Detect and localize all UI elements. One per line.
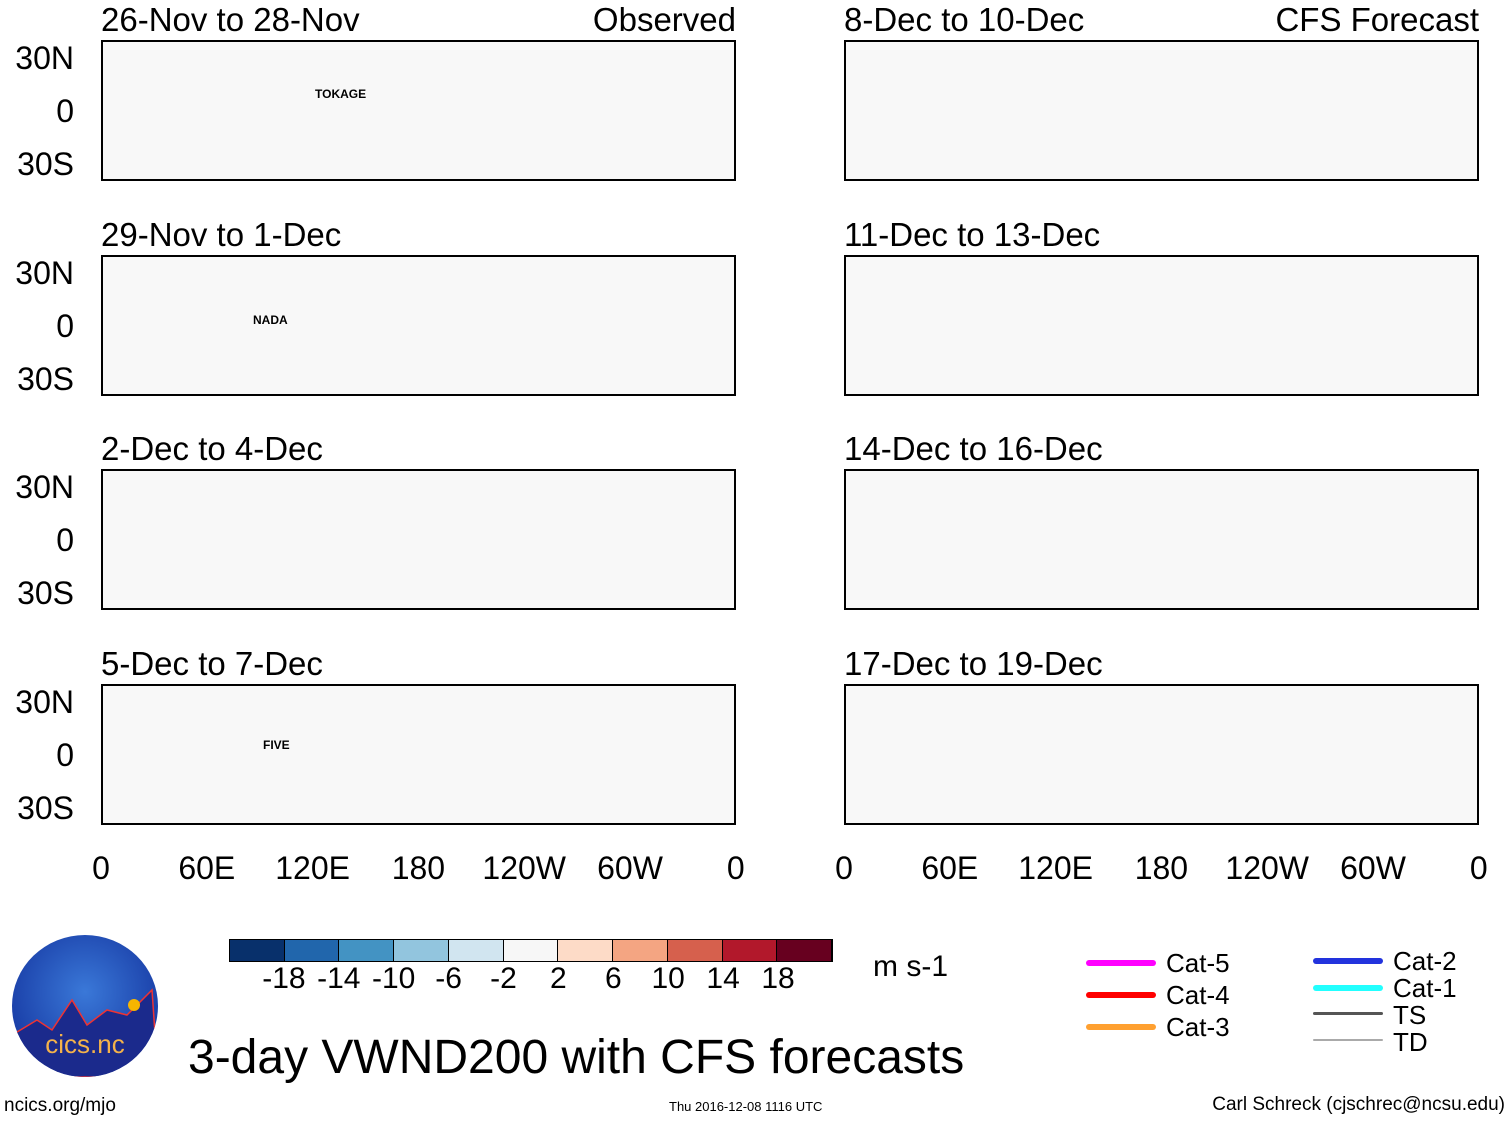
map-panel bbox=[101, 469, 736, 610]
colorbar-tick-label: -10 bbox=[372, 962, 416, 995]
lon-label: 60W bbox=[597, 850, 663, 886]
legend-label: Cat-2 bbox=[1393, 946, 1457, 976]
colorbar-swatch bbox=[613, 940, 668, 961]
footer-timestamp: Thu 2016-12-08 1116 UTC bbox=[669, 1099, 823, 1114]
lat-label: 0 bbox=[56, 737, 74, 773]
units-label: m s-1 bbox=[873, 950, 948, 983]
panel-title: 14-Dec to 16-Dec bbox=[844, 430, 1103, 467]
map-panel: TOKAGE bbox=[101, 40, 736, 181]
legend-line-swatch bbox=[1313, 958, 1383, 964]
colorbar-swatch bbox=[339, 940, 395, 961]
colorbar-tick-label: -18 bbox=[262, 962, 306, 995]
lat-label: 0 bbox=[56, 522, 74, 558]
lon-label: 180 bbox=[391, 850, 446, 886]
colorbar-swatch bbox=[777, 940, 833, 961]
legend-line-swatch bbox=[1086, 960, 1156, 966]
lon-label: 120W bbox=[1225, 850, 1309, 886]
colorbar-swatch bbox=[503, 940, 559, 961]
lon-label: 120W bbox=[482, 850, 566, 886]
lon-label: 0 bbox=[835, 850, 853, 886]
lat-label: 30S bbox=[17, 361, 74, 397]
lon-label: 0 bbox=[726, 850, 745, 886]
legend-line-swatch bbox=[1313, 985, 1383, 991]
storm-label: FIVE bbox=[263, 738, 290, 752]
lon-label: 120E bbox=[275, 850, 350, 886]
logo-text: cics.nc bbox=[45, 1029, 125, 1059]
panel-title: 26-Nov to 28-Nov bbox=[101, 1, 360, 38]
map-panel bbox=[844, 255, 1479, 396]
colorbar-swatch bbox=[448, 940, 504, 961]
colorbar-swatch bbox=[558, 940, 614, 961]
panel-title: 8-Dec to 10-Dec bbox=[844, 1, 1085, 38]
legend-label: Cat-4 bbox=[1166, 980, 1230, 1010]
storm-label: TOKAGE bbox=[315, 87, 367, 101]
legend-label: Cat-1 bbox=[1393, 973, 1457, 1003]
colorbar-tick-label: 18 bbox=[761, 962, 795, 995]
colorbar bbox=[229, 939, 833, 962]
colorbar-swatch bbox=[394, 940, 449, 961]
footer-url[interactable]: ncics.org/mjo bbox=[4, 1095, 116, 1116]
panel-title: 5-Dec to 7-Dec bbox=[101, 645, 323, 682]
lat-label: 30N bbox=[15, 255, 74, 291]
lat-label: 30N bbox=[15, 684, 74, 720]
legend-label: Cat-5 bbox=[1166, 948, 1230, 978]
legend-line-swatch bbox=[1086, 1024, 1156, 1030]
map-panel: FIVE bbox=[101, 684, 736, 825]
lon-label: 60E bbox=[921, 850, 979, 886]
colorbar-swatch bbox=[667, 940, 723, 961]
legend-label: TS bbox=[1393, 1000, 1427, 1030]
legend-label: Cat-3 bbox=[1166, 1012, 1230, 1042]
legend-line-swatch bbox=[1313, 1039, 1383, 1041]
panel-source-label: Observed bbox=[592, 1, 736, 38]
lon-label: 120E bbox=[1018, 850, 1093, 886]
figure-title: 3-day VWND200 with CFS forecasts bbox=[188, 1031, 965, 1084]
lat-label: 0 bbox=[56, 308, 74, 344]
legend-line-swatch bbox=[1086, 992, 1156, 998]
footer-author: Carl Schreck (cjschrec@ncsu.edu) bbox=[1212, 1094, 1505, 1115]
colorbar-swatch bbox=[284, 940, 340, 961]
lat-label: 30N bbox=[15, 40, 74, 76]
lon-label: 0 bbox=[1469, 850, 1488, 886]
colorbar-tick-label: 14 bbox=[706, 962, 740, 995]
logo: cics.nc bbox=[12, 935, 158, 1077]
storm-label: NADA bbox=[253, 313, 288, 327]
colorbar-swatch bbox=[722, 940, 778, 961]
panel-title: 17-Dec to 19-Dec bbox=[844, 645, 1103, 682]
lat-label: 30S bbox=[17, 146, 74, 182]
colorbar-tick-label: -6 bbox=[435, 962, 462, 995]
colorbar-tick-label: -2 bbox=[490, 962, 517, 995]
colorbar-swatch bbox=[230, 940, 285, 961]
map-panel: NADA bbox=[101, 255, 736, 396]
lon-label: 0 bbox=[92, 850, 110, 886]
lat-label: 0 bbox=[56, 93, 74, 129]
colorbar-tick-label: 2 bbox=[550, 962, 567, 995]
legend-line-swatch bbox=[1313, 1012, 1383, 1015]
colorbar-tick-label: -14 bbox=[317, 962, 361, 995]
colorbar-tick-label: 6 bbox=[604, 962, 622, 995]
legend-label: TD bbox=[1393, 1027, 1428, 1057]
map-panel bbox=[844, 469, 1479, 610]
lon-label: 60W bbox=[1340, 850, 1406, 886]
panel-source-label: CFS Forecast bbox=[1275, 1, 1479, 38]
lon-label: 180 bbox=[1134, 850, 1189, 886]
lon-label: 60E bbox=[178, 850, 236, 886]
panel-title: 2-Dec to 4-Dec bbox=[101, 430, 323, 467]
lat-label: 30S bbox=[17, 790, 74, 826]
panel-title: 11-Dec to 13-Dec bbox=[844, 216, 1101, 253]
lat-label: 30N bbox=[15, 469, 74, 505]
panel-title: 29-Nov to 1-Dec bbox=[101, 216, 342, 253]
map-panel bbox=[844, 684, 1479, 825]
colorbar-tick-label: 10 bbox=[651, 962, 685, 995]
lat-label: 30S bbox=[17, 575, 74, 611]
map-panel bbox=[844, 40, 1479, 181]
